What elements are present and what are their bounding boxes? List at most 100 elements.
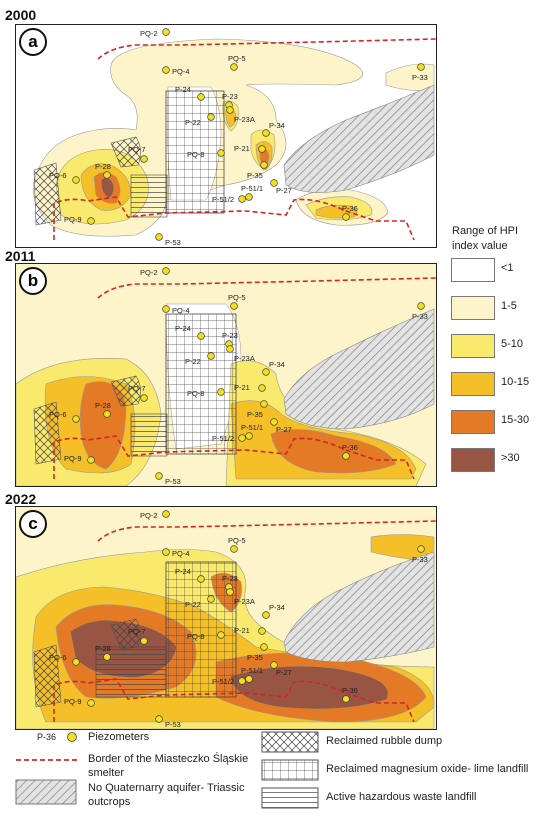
smelter-border	[53, 520, 436, 723]
rubble-legend-swatch	[261, 731, 319, 753]
piezometer-label: P-34	[269, 121, 285, 130]
piezometer-label: P-34	[269, 603, 285, 612]
magnesium-legend-swatch	[261, 759, 319, 781]
map-a-svg: PQ-2 PQ-4 PQ-5 P-33 P-24 P-23 P-22 P-23A PQ-8 P-3…	[32, 28, 436, 247]
panel-year-2022: 2022	[5, 491, 37, 507]
piezometer-marker	[245, 193, 253, 201]
piezometer-legend-marker	[67, 732, 77, 742]
piezometer-marker	[140, 155, 148, 163]
piezometer-label: P-34	[269, 360, 285, 369]
piezometer-marker	[140, 394, 148, 402]
hpi-legend-swatch	[451, 410, 495, 434]
piezometer-label: PQ-7	[128, 384, 146, 393]
piezometer-marker	[140, 637, 148, 645]
piezometer-marker	[260, 400, 268, 408]
piezometer-label: P-53	[165, 720, 181, 729]
piezometer-label: PQ-2	[140, 511, 158, 520]
magnesium-landfill	[165, 561, 237, 698]
piezometer-label: P-35	[247, 653, 263, 662]
hpi-legend-label: <1	[501, 262, 514, 274]
piezometer-marker	[155, 233, 163, 241]
hpi-legend-row: 15-30	[451, 410, 549, 434]
piezometer-label: PQ-8	[187, 389, 205, 398]
piezometer-label: P-51/2	[212, 677, 234, 686]
piezometer-marker	[226, 345, 234, 353]
piezometer-marker	[217, 388, 225, 396]
piezometer-label: PQ-4	[172, 549, 190, 558]
hpi-zone-gt30	[101, 178, 114, 198]
piezometer-marker	[226, 588, 234, 596]
piezometer-label: P-24	[175, 567, 191, 576]
hpi-legend-label: 10-15	[501, 376, 530, 388]
piezometer-label: P-51/1	[241, 184, 263, 193]
hpi-legend-row: 5-10	[451, 334, 549, 358]
piezometer-marker	[262, 611, 270, 619]
piezometer-marker	[417, 302, 425, 310]
piezometer-marker	[87, 217, 95, 225]
piezometer-label: PQ-8	[187, 150, 205, 159]
piezometer-marker	[103, 653, 111, 661]
rubble-legend-label: Reclaimed rubble dump	[326, 735, 443, 747]
piezometer-marker	[197, 575, 205, 583]
piezometer-label: P-27	[276, 186, 292, 195]
no-aquifer-legend-swatch	[15, 779, 77, 805]
piezometer-label: P-22	[185, 118, 201, 127]
hpi-legend-label: >30	[501, 452, 520, 464]
piezometer-marker	[207, 113, 215, 121]
piezometer-label: P-51/1	[241, 666, 263, 675]
piezometer-marker	[162, 267, 170, 275]
piezometer-marker	[217, 631, 225, 639]
piezometer-label: PQ-9	[64, 454, 82, 463]
piezometer-legend-label: Piezometers	[88, 731, 150, 743]
hpi-legend-swatch	[451, 258, 495, 282]
piezometer-marker	[87, 699, 95, 707]
piezometer-marker	[155, 472, 163, 480]
hazardous-legend-label: Active hazardous waste landfill	[326, 791, 477, 803]
panel-letter-b: b	[19, 267, 47, 295]
piezometer-marker	[72, 176, 80, 184]
piezometer-label: PQ-8	[187, 632, 205, 641]
bottom-legend-svg	[15, 731, 319, 809]
piezometer-marker	[270, 179, 278, 187]
panel-letter-a: a	[19, 28, 47, 56]
piezometer-marker	[162, 305, 170, 313]
piezometer-marker	[162, 66, 170, 74]
hpi-legend-swatch	[451, 372, 495, 396]
map-panel-c: PQ-2 PQ-4 PQ-5 P-33 P-24 P-23 P-22 P-23A PQ-8 P-3…	[15, 506, 437, 730]
piezometer-marker	[197, 93, 205, 101]
piezometer-marker	[155, 715, 163, 723]
piezometer-marker	[162, 28, 170, 36]
piezometer-label: P-24	[175, 85, 191, 94]
no-aquifer-legend-label: No Quaternarry aquifer- Triassic outcrop…	[88, 782, 245, 808]
piezometer-label: P-28	[95, 401, 111, 410]
piezometer-marker	[72, 658, 80, 666]
piezometer-marker	[260, 161, 268, 169]
hpi-legend-row: 10-15	[451, 372, 549, 396]
piezometer-label: P-22	[185, 357, 201, 366]
rubble-dump	[110, 136, 141, 168]
piezometer-label: P-35	[247, 410, 263, 419]
piezometer-label: PQ-2	[140, 268, 158, 277]
piezometer-label: P-22	[185, 600, 201, 609]
piezometer-label: P-28	[95, 162, 111, 171]
hpi-legend-row: 1-5	[451, 296, 549, 320]
hazardous-landfill	[130, 174, 168, 218]
map-c-svg: PQ-2 PQ-4 PQ-5 P-33 P-24 P-23 P-22 P-23A PQ-8 P-3…	[16, 507, 436, 729]
piezometer-marker	[270, 661, 278, 669]
piezometer-marker	[342, 452, 350, 460]
piezometer-label: P-51/2	[212, 434, 234, 443]
piezometer-label: PQ-5	[228, 293, 246, 302]
no-aquifer-outcrop	[283, 551, 435, 663]
hazardous-legend-swatch	[261, 787, 319, 809]
piezometer-marker	[197, 332, 205, 340]
piezometer-label: P-21	[234, 626, 250, 635]
piezometer-marker	[245, 675, 253, 683]
piezometer-label: P-23	[222, 92, 238, 101]
piezometer-label: P-33	[412, 312, 428, 321]
piezometer-marker	[87, 456, 95, 464]
map-panel-b: PQ-2 PQ-4 PQ-5 P-33 P-24 P-23 P-22 P-23A PQ-8 P-3…	[15, 263, 437, 487]
no-aquifer-outcrop	[283, 84, 435, 193]
map-b-svg: PQ-2 PQ-4 PQ-5 P-33 P-24 P-23 P-22 P-23A PQ-8 P-3…	[16, 264, 436, 486]
piezometer-label: P-53	[165, 477, 181, 486]
